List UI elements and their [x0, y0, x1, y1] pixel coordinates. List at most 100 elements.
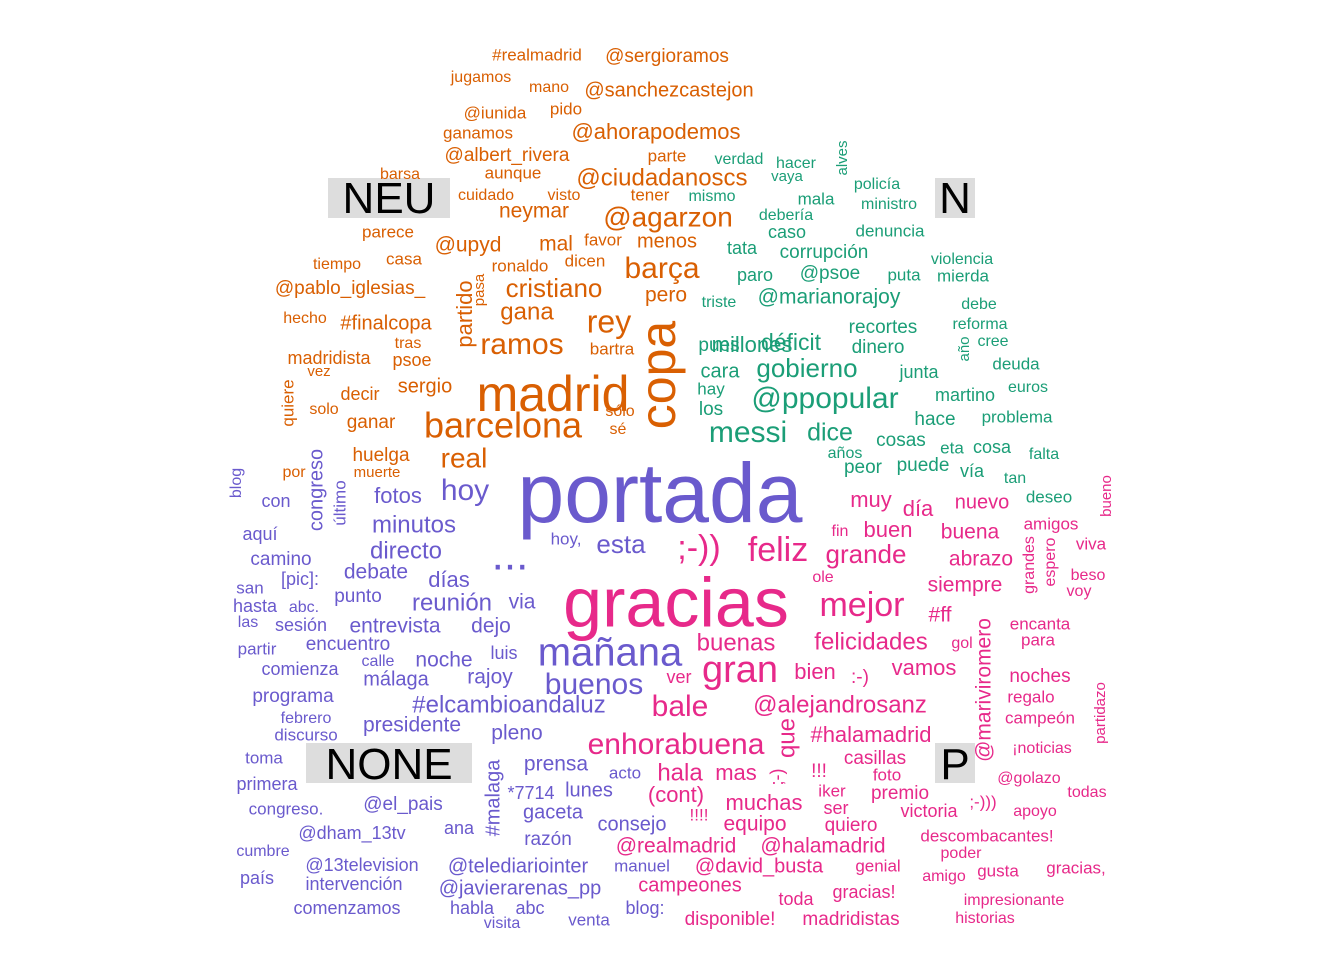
- word-n: deuda: [992, 354, 1040, 373]
- word-neu: ronaldo: [492, 256, 549, 275]
- word-neu: parece: [362, 222, 414, 241]
- word-n: reforma: [952, 316, 1007, 333]
- word-none: fotos: [374, 483, 422, 508]
- word-none: minutos: [372, 511, 456, 538]
- group-label-p: P: [940, 740, 969, 789]
- word-neu: dicen: [565, 251, 606, 270]
- word-neu: @agarzon: [603, 201, 733, 232]
- word-none: blog: [228, 468, 245, 498]
- word-none: pleno: [491, 722, 542, 745]
- word-neu: @upyd: [435, 234, 502, 257]
- word-neu: gana: [500, 298, 554, 325]
- word-p: (cont): [648, 782, 704, 807]
- word-n: dinero: [852, 337, 905, 358]
- word-none: partir: [238, 639, 277, 658]
- word-n: hace: [914, 409, 955, 430]
- word-none: @telediariointer: [448, 855, 589, 877]
- word-neu: ganar: [347, 412, 396, 433]
- word-none: venta: [568, 910, 610, 929]
- word-none: con: [261, 491, 290, 511]
- word-neu: madridista: [287, 348, 371, 368]
- word-marks: madrid copa barcelona rey ramos barça @agarzon…: [228, 45, 1115, 932]
- word-none: entrevista: [349, 615, 440, 638]
- word-n: año: [956, 336, 973, 361]
- word-neu: @sergioramos: [605, 46, 729, 67]
- word-n: verdad: [715, 151, 764, 168]
- word-neu: parte: [648, 146, 687, 165]
- word-n: recortes: [849, 317, 918, 338]
- word-none: portada: [518, 446, 803, 540]
- word-n: vía: [960, 461, 985, 481]
- word-n: los: [699, 399, 723, 420]
- word-none: hoy: [441, 474, 489, 507]
- word-n: deseo: [1026, 487, 1072, 506]
- label-bg-p: [935, 743, 975, 783]
- word-n: corrupción: [780, 242, 869, 263]
- word-n: paro: [737, 265, 773, 285]
- word-none: abc: [515, 898, 544, 918]
- word-neu: sé: [610, 421, 627, 438]
- word-n: cara: [701, 360, 741, 382]
- word-neu: aunque: [485, 163, 542, 182]
- word-none: #malaga: [482, 759, 504, 837]
- word-p: iker: [818, 781, 846, 800]
- word-neu: #finalcopa: [340, 312, 432, 334]
- word-p: @alejandrosanz: [753, 691, 927, 718]
- word-p: casillas: [844, 748, 906, 769]
- word-p: todas: [1067, 784, 1106, 801]
- word-neu: vez: [307, 363, 330, 380]
- word-p: viva: [1076, 534, 1107, 553]
- label-bg-none: [306, 743, 472, 783]
- word-p: foto: [873, 765, 901, 784]
- word-neu: @albert_rivera: [445, 145, 570, 166]
- word-n: gobierno: [756, 353, 857, 383]
- word-p: toda: [778, 889, 814, 909]
- word-neu: @ahorapodemos: [571, 119, 740, 144]
- word-p: vamos: [892, 655, 957, 680]
- word-p: muy: [850, 487, 892, 512]
- word-p: gracias: [563, 563, 789, 641]
- label-bg-neu: [328, 178, 450, 218]
- word-p: para: [1021, 630, 1056, 649]
- word-none: acto: [609, 763, 641, 782]
- word-p: disponible!: [685, 909, 776, 930]
- word-p: mejor: [819, 586, 904, 624]
- word-p: impresionante: [964, 892, 1065, 909]
- word-p: voy: [1067, 583, 1092, 600]
- word-p: premio: [871, 783, 929, 804]
- word-n: hay: [697, 379, 725, 398]
- word-p: !!!: [811, 761, 827, 782]
- word-none: san: [236, 578, 263, 597]
- word-neu: @sanchezcastejon: [584, 79, 753, 101]
- word-none: dejo: [471, 615, 511, 638]
- word-neu: barsa: [380, 166, 420, 183]
- label-bg-n: [935, 178, 975, 218]
- word-p: buen: [864, 517, 913, 542]
- word-p: bien: [794, 659, 836, 684]
- word-none: @el_pais: [363, 794, 443, 815]
- word-n: @marianorajoy: [758, 286, 901, 309]
- word-p: #ff: [929, 604, 952, 627]
- word-none: mañana: [538, 631, 683, 675]
- word-n: caso: [768, 222, 806, 242]
- word-p: fin: [832, 523, 849, 540]
- word-neu: sólo: [605, 403, 634, 420]
- word-none: ...: [492, 531, 529, 580]
- word-none: luis: [490, 643, 517, 663]
- word-neu: pasa: [471, 273, 488, 306]
- word-none: noche: [415, 649, 472, 672]
- word-n: tan: [1004, 470, 1026, 487]
- word-neu: pero: [645, 284, 687, 307]
- word-none: días: [428, 567, 470, 592]
- word-p: ;-): [767, 769, 787, 786]
- word-p: !!!!: [690, 805, 709, 824]
- word-none: comienza: [261, 659, 339, 679]
- word-p: gol: [951, 635, 972, 652]
- word-neu: cristiano: [506, 273, 603, 303]
- word-p: apoyo: [1013, 803, 1057, 820]
- word-n: años: [828, 445, 863, 462]
- word-none: rajoy: [467, 666, 513, 689]
- word-none: [pic]:: [281, 569, 319, 589]
- word-neu: huelga: [352, 445, 409, 466]
